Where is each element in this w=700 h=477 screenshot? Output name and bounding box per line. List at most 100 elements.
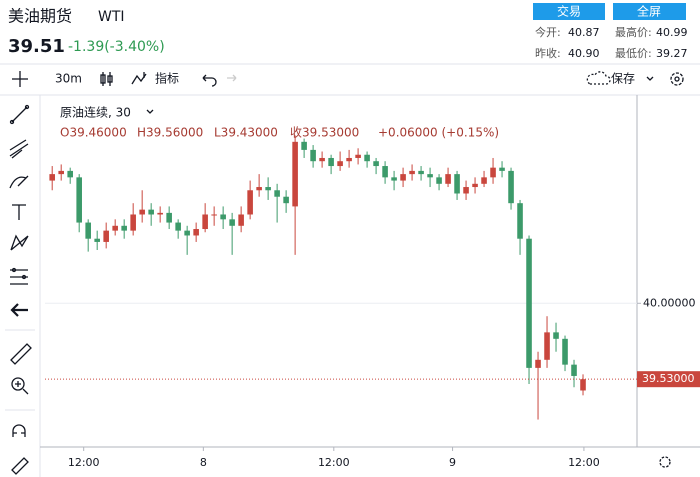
legend-menu-icon[interactable] [146,109,154,114]
trendline-tool[interactable] [9,104,30,125]
candle-body [364,154,370,162]
candle-body [526,238,532,368]
candle-body [517,203,523,239]
candle-body [220,214,226,220]
indicators-button[interactable]: 指标 [155,71,179,86]
candle-body [355,154,361,158]
candle-body [139,209,145,215]
x-tick-label: 9 [449,456,456,469]
candle-body [490,167,496,178]
candle-body [346,157,352,162]
fullscreen-button[interactable] [613,3,686,20]
candle-body [130,214,136,231]
x-tick-label: 12:00 [68,456,100,469]
candle-body [445,174,451,184]
candle-body [211,214,217,216]
trade-button[interactable] [533,3,605,20]
stat-label: 今开: [535,25,561,39]
candle-body [103,230,109,242]
candle-body [265,187,271,191]
plot-area: 40.00000 12:00 8 12:00 9 12:00 39.53000 [45,135,700,469]
fib-tool[interactable] [9,139,29,159]
candle-body [202,214,208,230]
interval-button[interactable]: 30m [55,72,82,86]
magnet-tool[interactable] [12,424,26,437]
candle-body [454,174,460,194]
stat-label: 最高价: [615,25,652,39]
candle-body [247,190,253,215]
candle-body [112,225,118,231]
indicator-icon[interactable] [131,72,147,85]
candle-body [382,166,388,178]
candle-body [283,196,289,204]
redo-icon[interactable] [227,74,237,82]
save-menu-icon[interactable] [646,76,654,81]
candle-body [238,214,244,226]
back-tool[interactable] [10,303,28,317]
candle-body [76,177,82,223]
trade-button-label[interactable]: 交易 [557,4,581,19]
candle-body [499,167,505,171]
candle-body [49,174,55,181]
stat-value: 40.87 [568,26,600,39]
save-button[interactable]: 保存 [611,72,635,86]
candle-body [67,170,73,178]
x-tick-label: 12:00 [318,456,350,469]
candle-body [463,187,469,194]
stat-value: 40.90 [568,47,600,60]
crosshair-tool[interactable] [12,71,28,87]
candle-body [157,212,163,215]
symbol: WTI [98,9,125,25]
x-tick-label: 8 [200,456,207,469]
candle-body [175,222,181,231]
candle-body [85,222,91,239]
candle-body [328,157,334,167]
candle-body [94,238,100,242]
candle-body [436,177,442,184]
ohlc-open: O39.46000 [60,126,127,140]
cloud-icon[interactable] [586,71,611,85]
axis-settings-icon[interactable] [659,456,671,468]
settings-icon[interactable] [670,72,684,86]
stat-value: 39.27 [656,47,688,60]
candle-body [193,229,199,236]
lock-draw-tool[interactable] [11,457,29,475]
undo-icon[interactable] [202,74,217,87]
text-tool[interactable] [12,204,26,220]
ohlc-close: 收39.53000 [290,126,359,140]
candle-body [472,183,478,188]
candle-body [508,170,514,204]
x-tick-label: 12:00 [568,456,600,469]
instrument-name: 美油期货 [8,7,72,26]
candle-body [418,170,424,175]
candle-body [400,174,406,181]
y-tick-label: 40.00000 [643,296,696,309]
stat-label: 昨收: [535,46,561,60]
ohlc-high: H39.56000 [137,126,203,140]
stat-label: 最低价: [615,47,652,60]
fullscreen-button-label[interactable]: 全屏 [637,4,661,19]
stat-value: 40.99 [656,26,688,39]
ohlc-low: L39.43000 [214,126,278,140]
price: 39.51 [8,36,65,57]
zoom-tool[interactable] [11,377,29,395]
candle-body [553,332,559,339]
pattern-tool[interactable] [10,234,29,251]
candle-body [301,141,307,150]
settings-icon-center [674,76,680,82]
brush-tool[interactable] [9,175,29,189]
ruler-tool[interactable] [10,343,32,365]
candle-body [292,141,298,207]
candle-body [229,219,235,226]
candle-body [274,190,280,197]
candle-body [256,187,262,191]
forecast-tool[interactable] [10,267,28,285]
change: -1.39(-3.40%) [68,39,165,55]
candle-body [409,170,415,175]
candle-body [544,332,550,360]
chart-type-icon[interactable] [100,72,113,86]
candle-body [562,338,568,365]
candle-body [481,177,487,184]
